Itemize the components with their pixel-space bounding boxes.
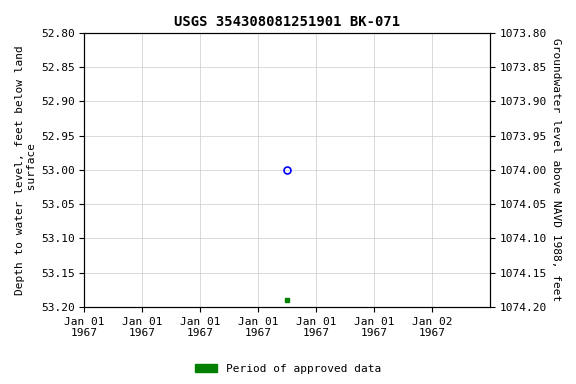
- Legend: Period of approved data: Period of approved data: [191, 359, 385, 379]
- Y-axis label: Depth to water level, feet below land
 surface: Depth to water level, feet below land su…: [15, 45, 37, 295]
- Y-axis label: Groundwater level above NAVD 1988, feet: Groundwater level above NAVD 1988, feet: [551, 38, 561, 301]
- Title: USGS 354308081251901 BK-071: USGS 354308081251901 BK-071: [174, 15, 400, 29]
